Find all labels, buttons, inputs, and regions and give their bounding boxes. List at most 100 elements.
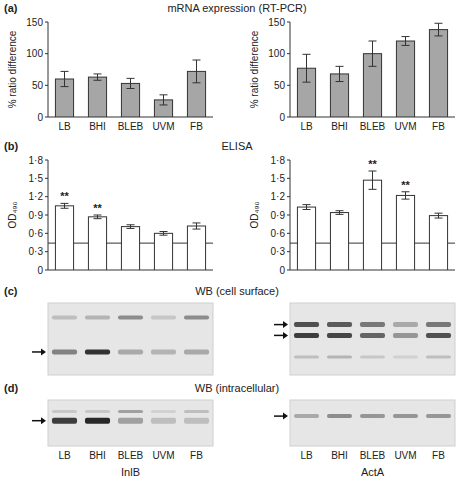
- error-stem: [64, 71, 65, 86]
- error-cap: [435, 35, 443, 36]
- blot-band: [393, 322, 418, 327]
- x-tick-label: BLEB: [118, 121, 144, 132]
- x-tick-label: BHI: [89, 121, 106, 132]
- error-bar: [61, 203, 69, 208]
- bar: [121, 227, 139, 270]
- annotation: **: [401, 179, 410, 191]
- blot-band: [393, 414, 418, 418]
- error-cap: [94, 73, 102, 74]
- y-tick: [45, 85, 48, 86]
- error-cap: [369, 189, 377, 190]
- arrow-head: [283, 332, 288, 339]
- protein-name: ActA: [361, 466, 385, 478]
- blot-band: [118, 315, 143, 319]
- marks: [48, 203, 213, 270]
- y-tick: [45, 117, 48, 118]
- bar: [88, 77, 106, 117]
- blot-band: [151, 418, 176, 424]
- lane-label: BLEB: [118, 450, 144, 461]
- blot-band: [85, 349, 110, 354]
- error-cap: [94, 215, 102, 216]
- error-bar: [193, 60, 201, 83]
- x-tick-label: UVM: [394, 121, 416, 132]
- error-cap: [61, 71, 69, 72]
- blot-band: [393, 333, 418, 338]
- error-bar: [303, 205, 311, 210]
- error-cap: [193, 82, 201, 83]
- y-axis-title: OD₄₉₀: [249, 201, 260, 228]
- blot-band: [85, 410, 110, 413]
- chart: 00·30·60·91·21·51·8OD₄₉₀****: [7, 155, 213, 276]
- figure: (a)mRNA expression (RT-PCR)(b)ELISA(c)WB…: [0, 0, 474, 496]
- error-cap: [193, 60, 201, 61]
- blot-band: [52, 315, 77, 319]
- y-tick-label: 100: [268, 48, 285, 59]
- blot-band: [294, 322, 319, 327]
- error-stem: [97, 215, 98, 219]
- error-stem: [130, 78, 131, 88]
- marks: [290, 171, 455, 270]
- annotation: **: [368, 158, 377, 170]
- y-tick: [45, 215, 48, 216]
- y-tick-label: 1·8: [271, 155, 286, 166]
- lane-label: BHI: [89, 450, 106, 461]
- error-bar: [193, 223, 201, 229]
- y-tick-label: 0·3: [271, 246, 286, 257]
- blot-band: [360, 322, 385, 327]
- y-tick: [45, 196, 48, 197]
- panel-title: ELISA: [221, 140, 253, 152]
- blot: [274, 400, 455, 446]
- panel-letter: (a): [4, 2, 18, 14]
- error-stem: [405, 192, 406, 199]
- error-cap: [336, 66, 344, 67]
- bar: [154, 233, 172, 270]
- error-stem: [196, 60, 197, 83]
- error-bar: [94, 74, 102, 80]
- blot-membrane: [290, 400, 455, 446]
- y-tick: [287, 117, 290, 118]
- blot-band: [327, 333, 352, 338]
- error-stem: [339, 211, 340, 215]
- panel-title: mRNA expression (RT-PCR): [167, 2, 306, 14]
- bar: [396, 195, 414, 270]
- blot-band: [327, 414, 352, 418]
- x-tick-label: FB: [190, 121, 203, 132]
- y-axis: [48, 22, 49, 117]
- y-tick: [287, 160, 290, 161]
- blot-band: [85, 315, 110, 319]
- bar: [88, 217, 106, 270]
- bar: [429, 30, 447, 117]
- blot-band: [426, 333, 451, 338]
- error-stem: [306, 54, 307, 82]
- blot-band: [184, 410, 209, 413]
- blot-band: [184, 418, 209, 424]
- error-cap: [61, 208, 69, 209]
- error-bar: [303, 54, 311, 82]
- x-tick-label: LB: [58, 121, 71, 132]
- blot-band: [426, 414, 451, 418]
- panel-letter: (c): [4, 285, 18, 297]
- panel-title: WB (cell surface): [195, 285, 279, 297]
- y-tick-label: 1·8: [29, 155, 44, 166]
- error-cap: [336, 210, 344, 211]
- blot: [274, 303, 455, 375]
- error-bar: [94, 215, 102, 219]
- error-cap: [61, 203, 69, 204]
- blot-band: [327, 356, 352, 359]
- y-axis-title: % ratio difference: [249, 30, 260, 108]
- y-tick-label: 1·5: [271, 173, 286, 184]
- lane-label: UVM: [152, 450, 174, 461]
- error-cap: [127, 88, 135, 89]
- lane-label: FB: [432, 450, 445, 461]
- error-cap: [127, 224, 135, 225]
- y-tick: [45, 233, 48, 234]
- y-tick: [45, 178, 48, 179]
- error-cap: [94, 218, 102, 219]
- error-bar: [435, 213, 443, 218]
- error-cap: [160, 94, 168, 95]
- error-cap: [435, 213, 443, 214]
- y-tick-label: 0·6: [29, 228, 44, 239]
- y-tick-label: 0: [279, 265, 285, 276]
- error-cap: [369, 41, 377, 42]
- y-tick: [287, 85, 290, 86]
